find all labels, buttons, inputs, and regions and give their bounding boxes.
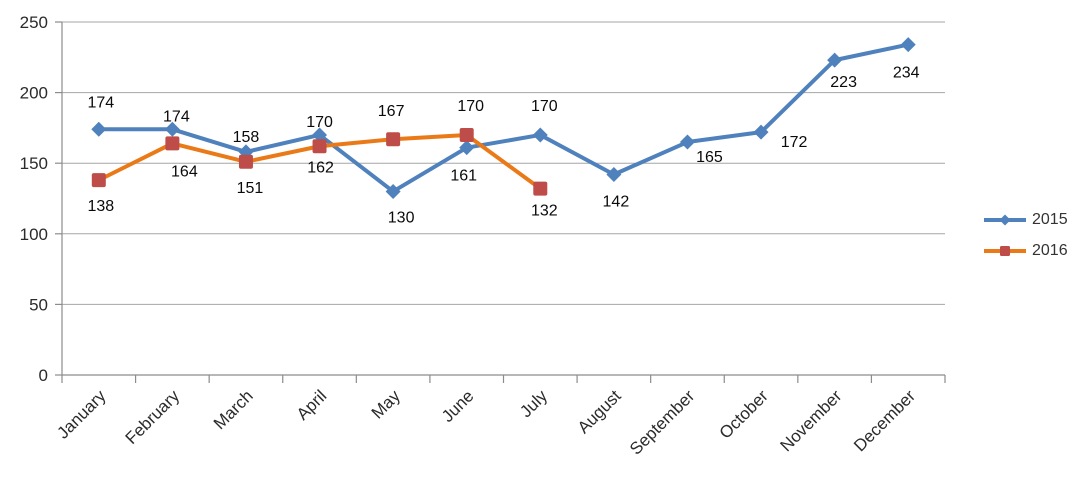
data-label-2016-february: 164 <box>171 163 198 180</box>
marker-2015-august <box>606 166 622 182</box>
marker-2015-april <box>312 127 328 143</box>
x-axis-label-may: May <box>368 386 404 422</box>
data-label-2016-may: 167 <box>378 103 405 120</box>
x-axis-label-january: January <box>53 386 110 443</box>
marker-2016-january <box>91 173 106 188</box>
data-label-2015-july: 170 <box>531 98 558 115</box>
marker-2016-july <box>533 181 548 196</box>
legend-label-2016: 2016 <box>1032 241 1068 259</box>
data-label-2015-october: 172 <box>781 134 808 151</box>
marker-2015-february <box>164 121 180 137</box>
data-label-2016-july: 132 <box>531 203 558 220</box>
series-line-2015 <box>96 42 911 194</box>
marker-2016-march <box>238 154 253 169</box>
y-tick-label-0: 0 <box>39 366 48 385</box>
marker-2015-july <box>532 127 548 143</box>
x-axis-label-june: June <box>438 386 478 426</box>
data-label-2015-february: 174 <box>163 108 190 125</box>
data-label-2015-august: 142 <box>603 193 630 210</box>
marker-2015-january <box>91 121 107 137</box>
y-tick-label-100: 100 <box>20 225 48 244</box>
data-label-2016-june: 170 <box>457 98 484 115</box>
data-label-2016-january: 138 <box>87 198 114 215</box>
marker-2016-february <box>165 136 180 151</box>
x-axis-label-december: December <box>850 386 919 455</box>
data-label-2015-november: 223 <box>830 74 857 91</box>
data-label-2015-march: 158 <box>233 129 260 146</box>
legend-label-2015: 2015 <box>1032 210 1068 228</box>
legend-swatch-2016-icon <box>984 245 1026 256</box>
legend: 2015 2016 <box>983 206 1068 264</box>
x-axis-label-march: March <box>210 386 257 433</box>
x-axis-label-september: September <box>626 386 698 458</box>
marker-2016-june <box>459 127 474 142</box>
marker-2015-october <box>753 124 769 140</box>
data-label-2015-may: 130 <box>388 209 415 226</box>
x-axis-label-february: February <box>122 386 184 448</box>
x-axis-label-november: November <box>777 386 846 455</box>
y-tick-label-150: 150 <box>20 154 48 173</box>
x-axis-label-april: April <box>293 386 330 423</box>
legend-item-2016: 2016 <box>983 237 1068 264</box>
x-axis-label-august: August <box>574 386 625 437</box>
legend-item-2015: 2015 <box>983 206 1068 233</box>
marker-2015-september <box>679 134 695 150</box>
marker-2015-december <box>900 37 916 53</box>
y-tick-label-200: 200 <box>20 84 48 103</box>
data-label-2016-april: 162 <box>307 159 334 176</box>
x-axis-label-july: July <box>516 386 551 421</box>
y-tick-label-250: 250 <box>20 13 48 32</box>
data-label-2015-january: 174 <box>87 94 114 111</box>
marker-2016-april <box>312 139 327 154</box>
marker-2015-june <box>459 140 475 156</box>
y-tick-label-50: 50 <box>29 295 48 314</box>
marker-2015-november <box>827 52 843 68</box>
marker-2015-may <box>385 183 401 199</box>
data-label-2016-march: 151 <box>237 180 264 197</box>
data-label-2015-april: 170 <box>306 114 333 131</box>
data-label-2015-june: 161 <box>450 168 477 185</box>
legend-swatch-2015-icon <box>984 214 1026 225</box>
marker-2016-may <box>386 132 401 147</box>
x-axis-label-october: October <box>716 386 772 442</box>
data-label-2015-december: 234 <box>893 65 920 82</box>
data-label-2015-september: 165 <box>696 149 723 166</box>
